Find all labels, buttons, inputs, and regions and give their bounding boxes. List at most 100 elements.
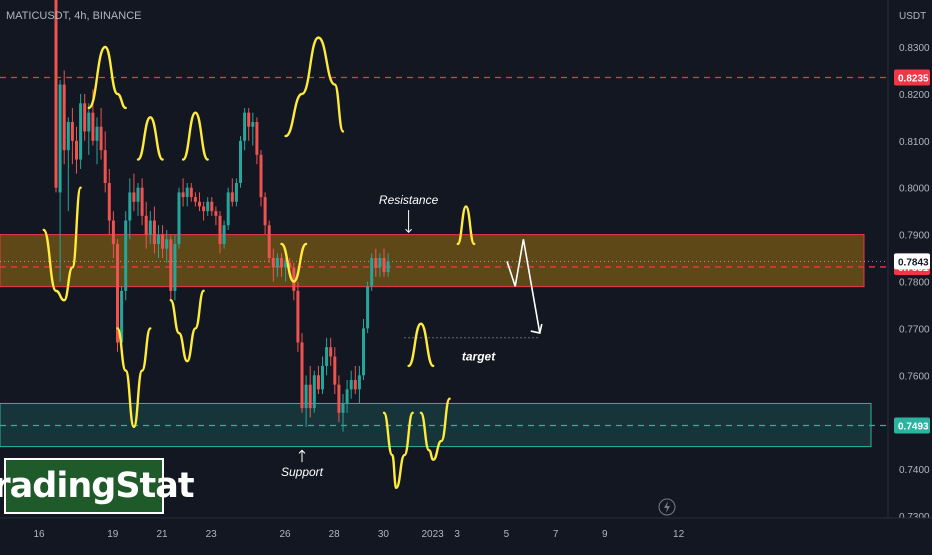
price-badge-last-price — [894, 253, 930, 270]
time-tick-label: 12 — [673, 529, 685, 540]
time-tick-label: 23 — [206, 529, 218, 540]
candle-body — [239, 140, 242, 184]
candle-body — [99, 126, 103, 151]
yellow-swing-curve — [419, 397, 451, 461]
candle-body — [165, 239, 169, 249]
yellow-swing-curve — [42, 186, 82, 302]
price-tick-label: 0.7900 — [899, 231, 930, 242]
candle-body — [288, 262, 292, 268]
candle-body — [177, 192, 181, 244]
price-tick-label: 0.7700 — [899, 324, 930, 335]
candle-body — [280, 258, 283, 268]
time-tick-label: 26 — [279, 529, 291, 540]
time-tick-label: 16 — [33, 529, 45, 540]
price-badge-support-dashed — [894, 417, 930, 434]
candle-body — [382, 258, 386, 273]
candle-body — [267, 225, 271, 259]
candle-body — [124, 220, 128, 291]
lightning-icon — [664, 501, 670, 513]
candle-body — [91, 112, 95, 141]
candle-body — [370, 258, 374, 287]
yellow-swing-curve — [407, 322, 435, 368]
time-tick-label: 7 — [553, 529, 559, 540]
candle-body — [214, 211, 218, 216]
candle-body — [345, 389, 349, 404]
target-label: target — [462, 350, 496, 364]
time-tick-label: 9 — [602, 529, 608, 540]
candle-body — [107, 183, 111, 221]
candle-body — [222, 225, 226, 244]
yellow-swing-curve — [116, 327, 152, 429]
candle-body — [210, 201, 214, 212]
candle-body — [140, 187, 144, 216]
candle-body — [111, 220, 115, 244]
time-tick-label: 30 — [378, 529, 390, 540]
price-axis-currency: USDT — [899, 11, 926, 22]
candle-body — [251, 122, 255, 127]
time-tick-label: 19 — [107, 529, 119, 540]
price-tick-label: 0.8100 — [899, 137, 930, 148]
candle-body — [321, 365, 324, 390]
price-axis-background — [888, 0, 932, 550]
candle-body — [58, 84, 62, 193]
candle-body — [193, 197, 197, 202]
candle-body — [300, 342, 304, 409]
yellow-swing-curve — [280, 242, 308, 283]
candle-body — [308, 384, 312, 409]
candle-body — [329, 347, 333, 357]
resistance-label: Resistance — [379, 193, 439, 207]
candle-body — [226, 192, 230, 226]
candle-body — [144, 215, 148, 235]
candle-body — [304, 384, 308, 409]
yellow-swing-curve — [136, 116, 164, 161]
candle-body — [255, 122, 259, 155]
candle-body — [202, 206, 206, 212]
candle-body — [218, 215, 222, 244]
price-tick-label: 0.7400 — [899, 465, 930, 476]
yellow-swing-curve — [456, 205, 476, 246]
candle-body — [243, 112, 247, 141]
candle-body — [312, 375, 316, 409]
candle-body — [66, 122, 70, 151]
price-badge-upper-dashed — [894, 69, 930, 86]
price-tick-label: 0.8300 — [899, 43, 930, 54]
candle-body — [230, 192, 234, 202]
candle-body — [316, 375, 320, 390]
yellow-swing-curve — [382, 411, 414, 490]
projection-arrowhead — [530, 323, 543, 335]
tradingstat-watermark: TradingStat — [0, 458, 195, 514]
candle-body — [366, 286, 370, 329]
candle-body — [325, 347, 329, 366]
price-badge-label: 0.7493 — [898, 421, 929, 432]
candle-body — [185, 187, 189, 198]
time-tick-label: 2023 — [421, 529, 444, 540]
time-tick-label: 28 — [329, 529, 341, 540]
candle-body — [357, 375, 361, 390]
candle-body — [284, 262, 288, 268]
candle-body — [79, 103, 83, 160]
candle-body — [54, 0, 58, 188]
candle-body — [120, 290, 124, 343]
resistance-label-arrowhead — [405, 228, 412, 233]
candle-body — [296, 290, 300, 343]
candle-body — [349, 379, 353, 390]
candle-body — [136, 187, 140, 202]
price-tick-label: 0.7600 — [899, 371, 930, 382]
price-badge-label: 0.7843 — [898, 257, 929, 268]
candle-body — [157, 234, 160, 244]
time-tick-label: 3 — [454, 529, 460, 540]
replay-icon — [658, 498, 676, 516]
candle-body — [333, 356, 337, 385]
candle-body — [337, 384, 341, 413]
candle-body — [148, 220, 152, 235]
candle-body — [234, 183, 238, 202]
candle-body — [132, 192, 136, 202]
time-axis-background — [0, 518, 932, 550]
candle-body — [189, 187, 193, 198]
candle-body — [386, 261, 390, 273]
candle-body — [103, 150, 107, 184]
candle-body — [169, 239, 173, 291]
candle-body — [263, 197, 267, 226]
candle-body — [87, 112, 91, 132]
candle-body — [247, 112, 251, 127]
